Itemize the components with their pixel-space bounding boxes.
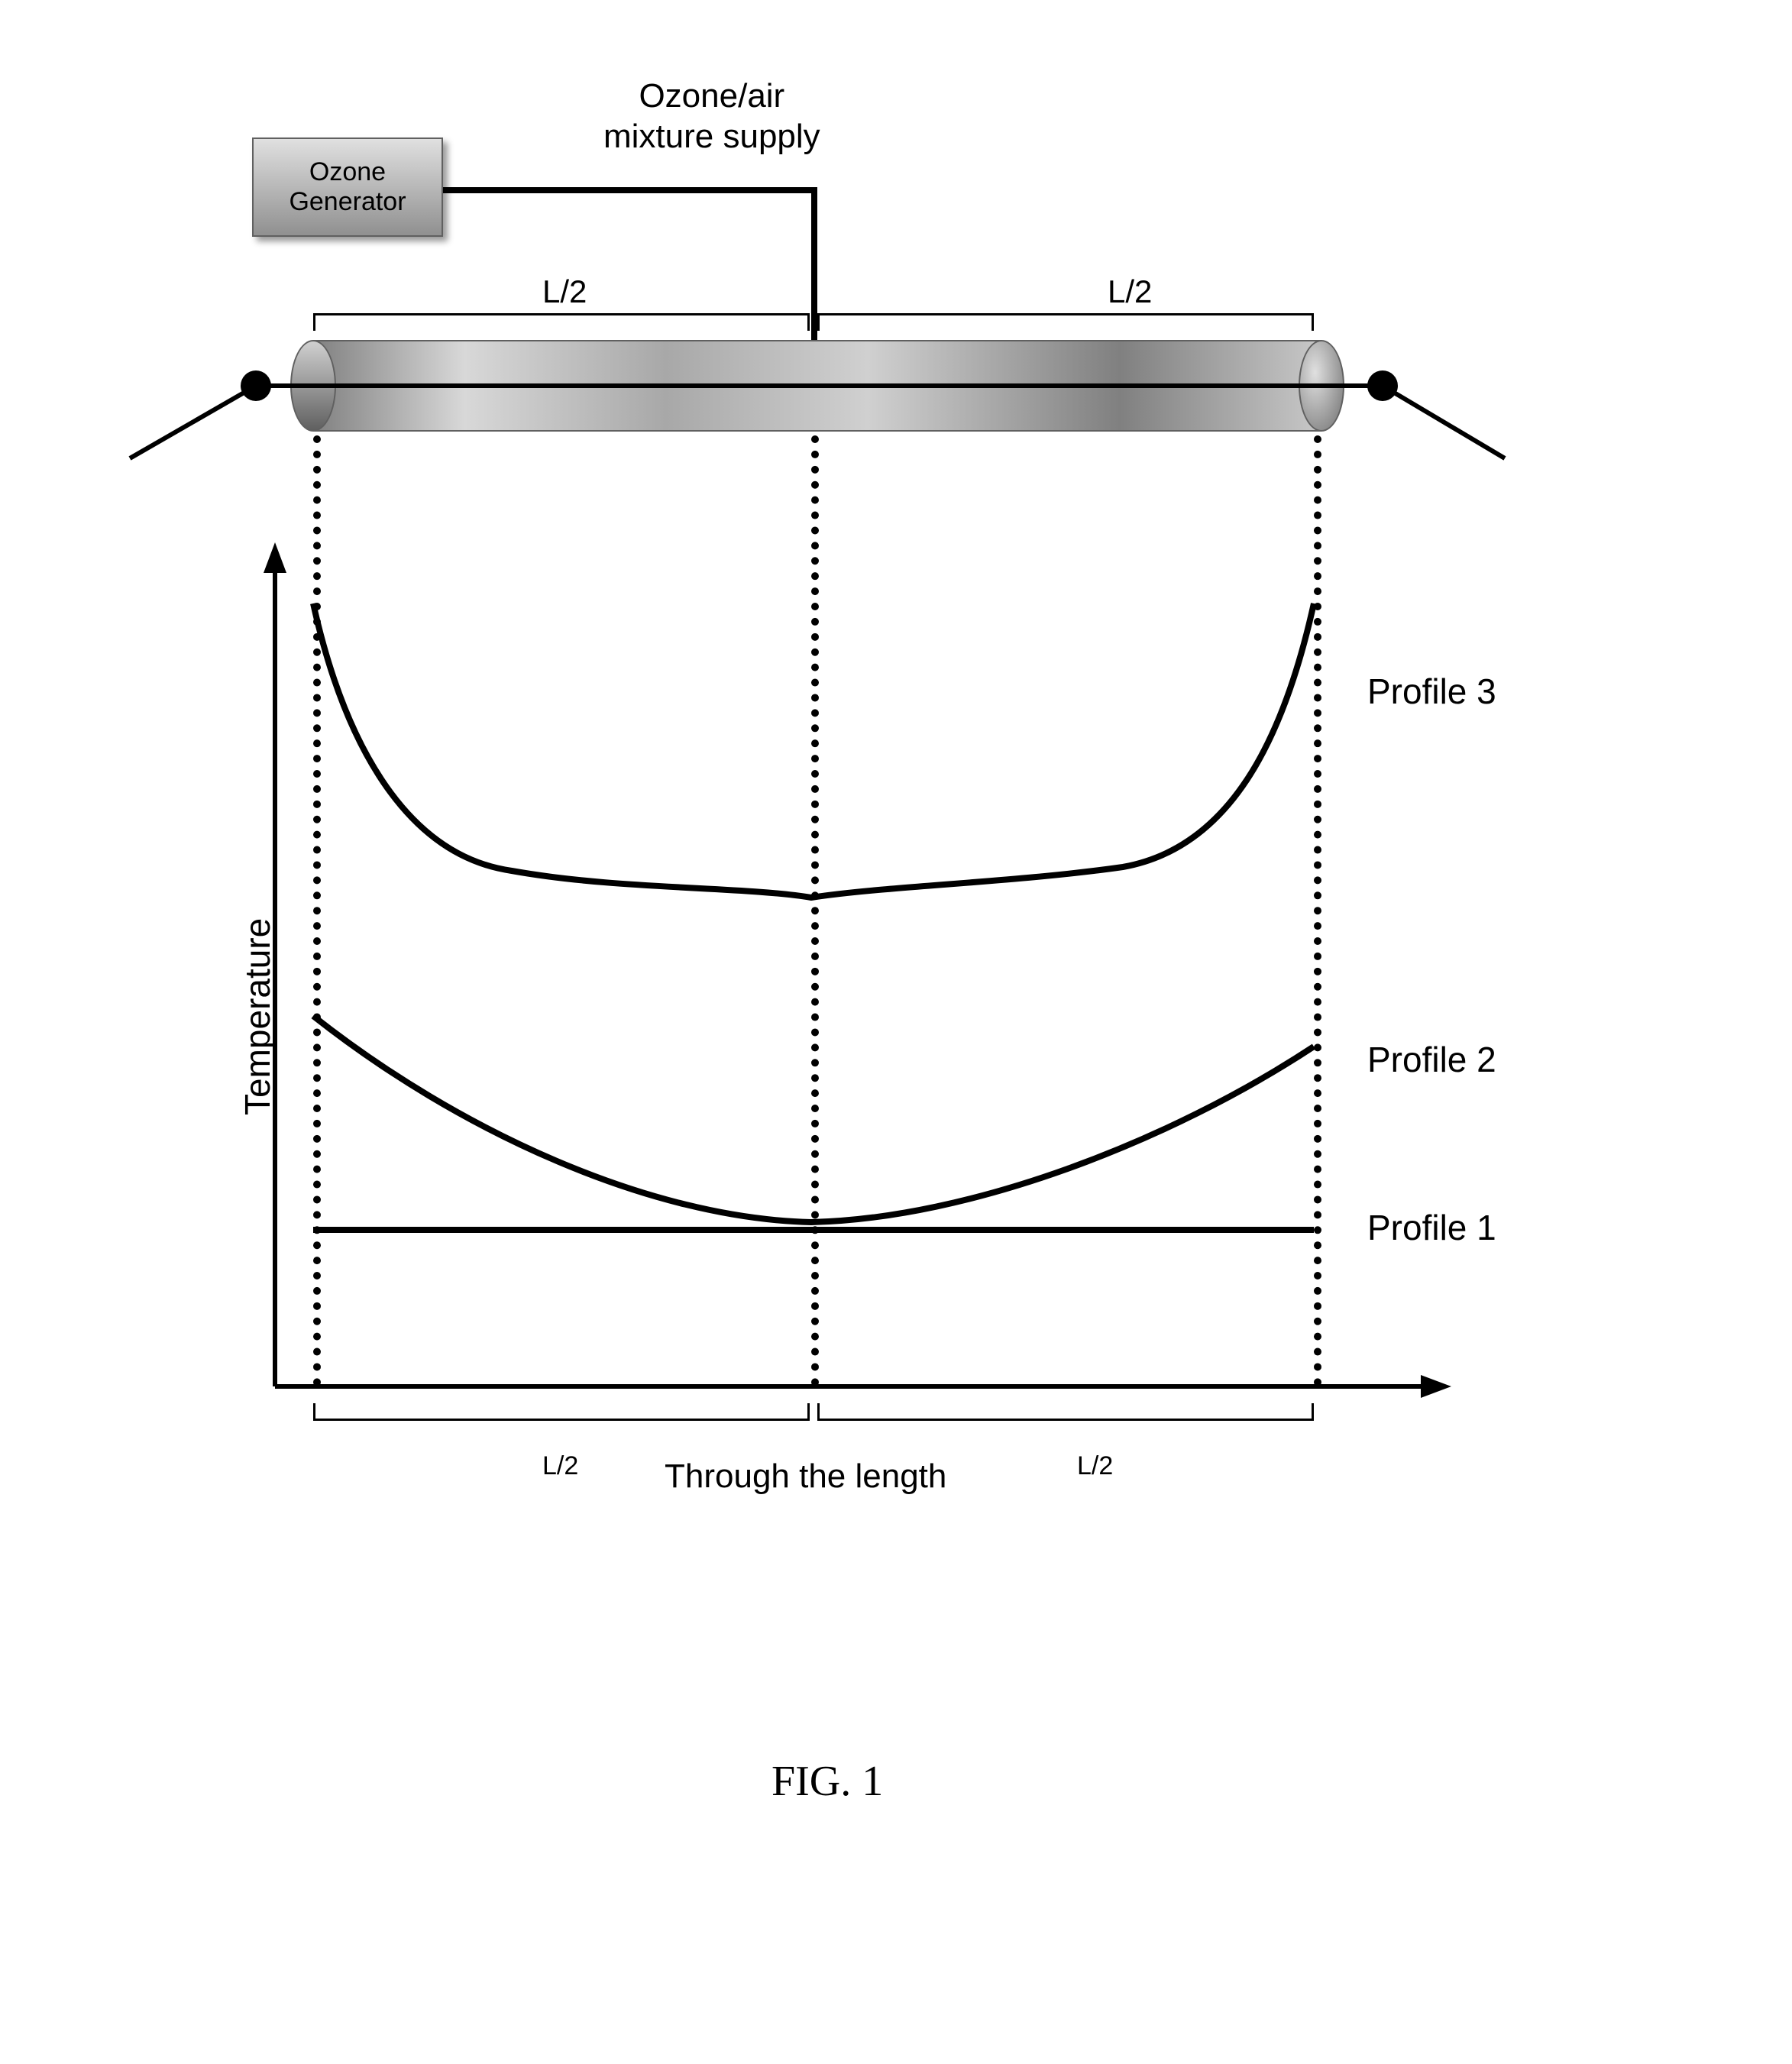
figure-caption: FIG. 1 bbox=[771, 1757, 883, 1806]
bottom-dim-label-left: L/2 bbox=[542, 1451, 578, 1481]
chart-axes bbox=[191, 76, 1566, 1528]
figure-container: Ozone Generator Ozone/air mixture supply… bbox=[191, 76, 1642, 1681]
profile-3-label: Profile 3 bbox=[1367, 671, 1496, 712]
bottom-dim-bracket-left bbox=[313, 1406, 810, 1421]
x-axis-label: Through the length bbox=[665, 1457, 946, 1496]
profile-1-label: Profile 1 bbox=[1367, 1207, 1496, 1248]
profile-2-label: Profile 2 bbox=[1367, 1039, 1496, 1080]
bottom-dim-bracket-right bbox=[817, 1406, 1314, 1421]
y-axis-label: Temperature bbox=[237, 918, 278, 1115]
bottom-dim-label-right: L/2 bbox=[1077, 1451, 1113, 1481]
